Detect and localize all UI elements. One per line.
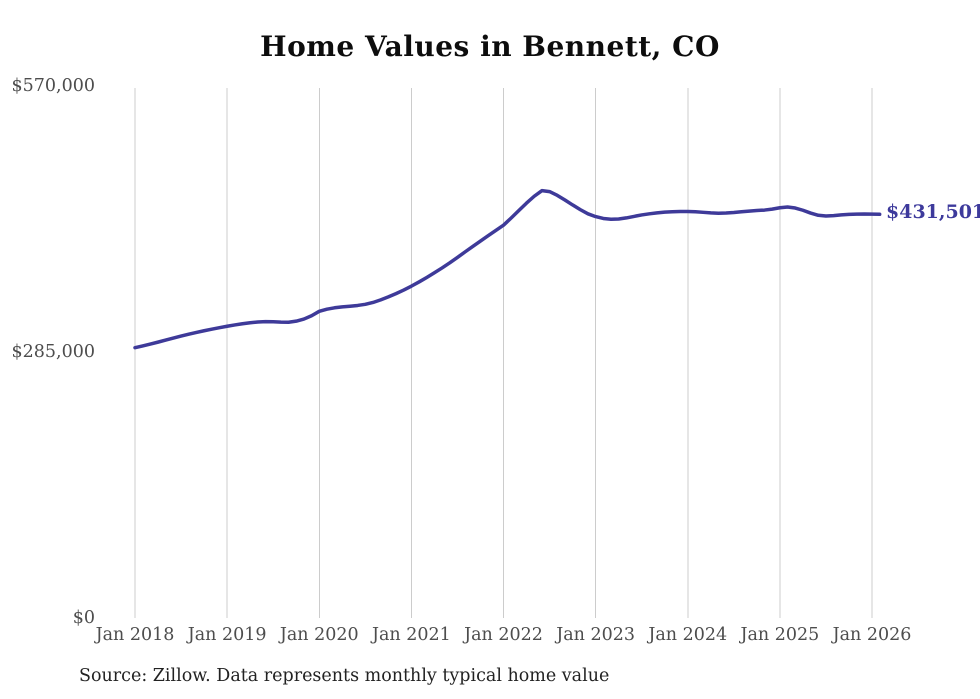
x-tick-label: Jan 2023 bbox=[554, 625, 635, 645]
x-tick-label: Jan 2018 bbox=[94, 625, 175, 645]
x-tick-label: Jan 2019 bbox=[186, 625, 267, 645]
home-value-line bbox=[133, 188, 882, 350]
chart-title: Home Values in Bennett, CO bbox=[260, 30, 720, 63]
x-tick-label: Jan 2025 bbox=[738, 625, 819, 645]
y-tick-label: $570,000 bbox=[11, 76, 95, 96]
y-tick-label: $285,000 bbox=[11, 342, 95, 362]
x-tick-label: Jan 2020 bbox=[278, 625, 359, 645]
x-tick-label: Jan 2026 bbox=[831, 625, 912, 645]
x-tick-label: Jan 2024 bbox=[646, 625, 727, 645]
x-tick-label: Jan 2022 bbox=[462, 625, 543, 645]
final-value-label: $431,501 bbox=[886, 201, 980, 223]
source-note: Source: Zillow. Data represents monthly … bbox=[79, 666, 610, 686]
y-tick-label: $0 bbox=[73, 608, 95, 628]
x-tick-label: Jan 2021 bbox=[370, 625, 451, 645]
